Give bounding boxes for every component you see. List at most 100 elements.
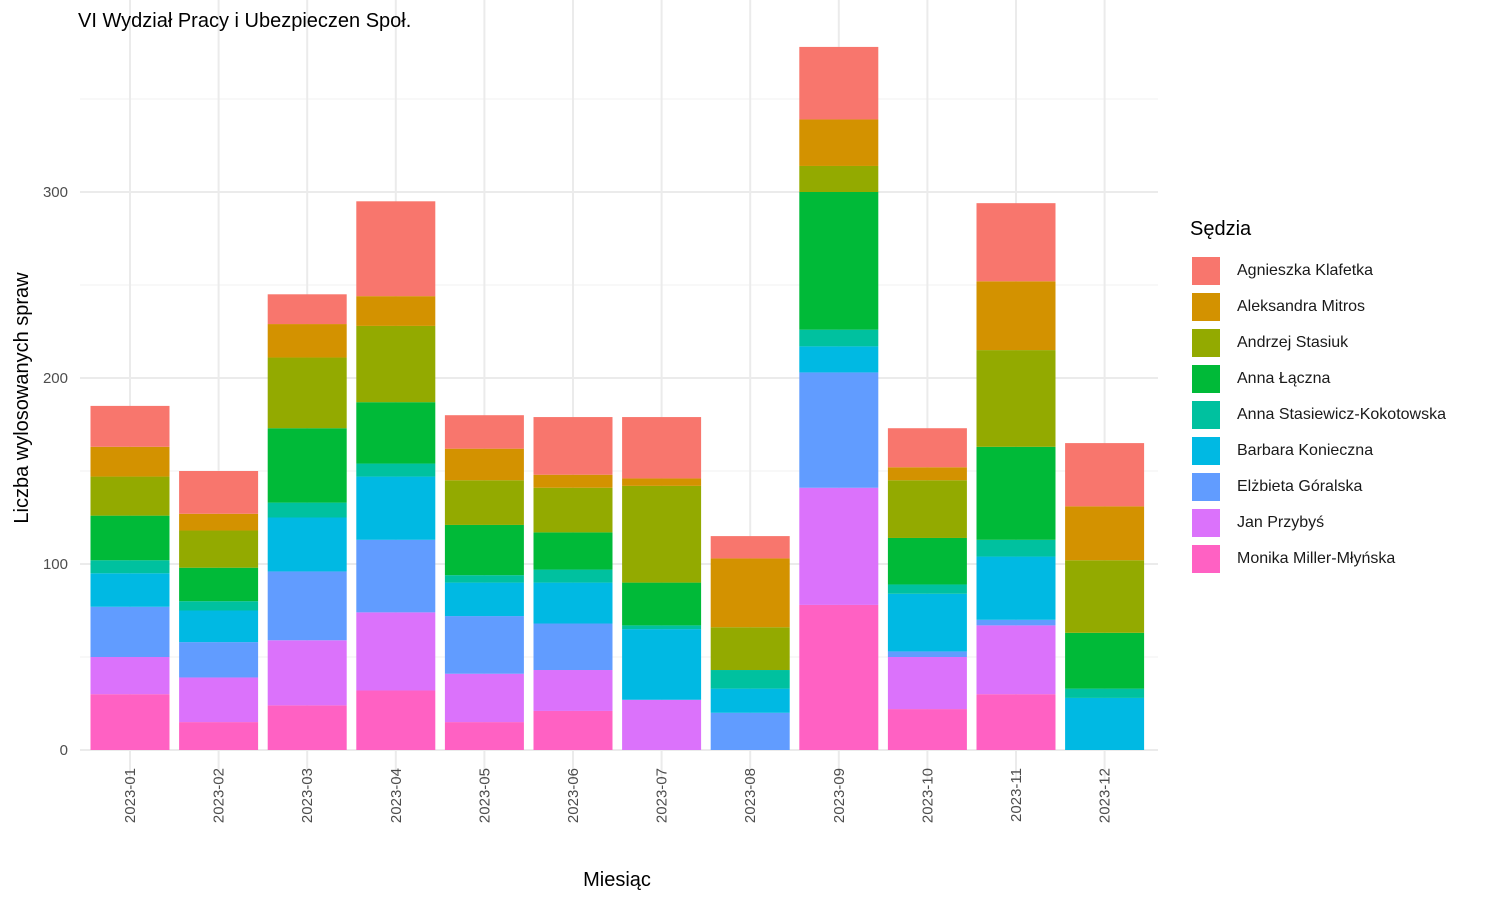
bar-segment xyxy=(533,569,613,583)
bar-segment xyxy=(90,515,170,561)
bar-segment xyxy=(1065,688,1145,698)
bar-segment xyxy=(976,446,1056,540)
bar-segment xyxy=(267,705,347,750)
bar-segment xyxy=(444,582,524,617)
bar-segment xyxy=(90,560,170,574)
bar-segment xyxy=(444,480,524,525)
legend-swatch xyxy=(1190,255,1222,287)
legend-label: Anna Stasiewicz-Kokotowska xyxy=(1237,406,1446,423)
bar-segment xyxy=(267,640,347,706)
x-tick-label: 2023-07 xyxy=(654,768,671,823)
bar-segment xyxy=(444,722,524,750)
bar-segment xyxy=(533,670,613,711)
x-tick-label: 2023-05 xyxy=(476,768,493,823)
bar-segment xyxy=(799,329,879,347)
bar-segment xyxy=(622,485,702,583)
bar-segment xyxy=(887,651,967,657)
bar-segment xyxy=(356,612,436,691)
bar-segment xyxy=(356,463,436,477)
bar-segment xyxy=(1065,506,1145,561)
bar-segment xyxy=(799,119,879,166)
bar-segment xyxy=(179,530,259,568)
bar-segment xyxy=(90,405,170,447)
bar-segment xyxy=(622,699,702,750)
legend-swatch xyxy=(1190,507,1222,539)
y-tick-label: 300 xyxy=(43,184,68,201)
legend-label: Aleksandra Mitros xyxy=(1237,298,1366,315)
legend-swatch xyxy=(1190,543,1222,575)
legend-title: Sędzia xyxy=(1190,218,1252,240)
bar-segment xyxy=(90,573,170,607)
legend-swatch xyxy=(1190,327,1222,359)
legend-item: Elżbieta Góralska xyxy=(1190,469,1446,505)
legend-label: Monika Miller-Młyńska xyxy=(1237,550,1396,567)
bar-segment xyxy=(533,487,613,533)
legend-label: Jan Przybyś xyxy=(1237,514,1325,531)
legend-label: Agnieszka Klafetka xyxy=(1237,262,1374,279)
x-tick-label: 2023-03 xyxy=(299,768,316,823)
chart-title: VI Wydział Pracy i Ubezpieczen Społ. xyxy=(78,10,412,32)
bar-segment xyxy=(533,474,613,488)
bar-segment xyxy=(976,556,1056,620)
bar-segment xyxy=(533,582,613,624)
bar-segment xyxy=(179,677,259,723)
legend-items: Agnieszka Klafetka Aleksandra Mitros Andrz… xyxy=(1190,253,1446,577)
x-tick-label: 2023-02 xyxy=(211,768,228,823)
bar-segment xyxy=(799,604,879,750)
bar-segment xyxy=(799,372,879,488)
bar-segment xyxy=(90,476,170,516)
legend-item: Jan Przybyś xyxy=(1190,505,1446,541)
x-tick-label: 2023-09 xyxy=(831,768,848,823)
legend-label: Anna Łączna xyxy=(1237,370,1331,387)
bar-segment xyxy=(799,192,879,330)
x-tick-label: 2023-08 xyxy=(742,768,759,823)
bar-segment xyxy=(799,346,879,373)
bar-segment xyxy=(622,582,702,626)
bar-segment xyxy=(710,688,790,713)
legend-swatch xyxy=(1190,399,1222,431)
bar-segment xyxy=(533,532,613,570)
bar-segment xyxy=(533,417,613,475)
bar-segment xyxy=(179,471,259,514)
legend-label: Elżbieta Góralska xyxy=(1237,478,1363,495)
bar-segment xyxy=(887,657,967,710)
bar-segment xyxy=(356,476,436,540)
bar-segment xyxy=(356,296,436,326)
bar-segment xyxy=(90,606,170,657)
bar-segment xyxy=(267,571,347,641)
bar-segment xyxy=(976,350,1056,447)
bar-segment xyxy=(444,524,524,576)
bar-segment xyxy=(356,539,436,613)
x-axis-title: Miesiąc xyxy=(583,869,651,891)
legend-label: Andrzej Stasiuk xyxy=(1237,334,1349,351)
bar-segment xyxy=(710,558,790,628)
bar-segment xyxy=(444,616,524,674)
bar-segment xyxy=(444,673,524,723)
bar-segment xyxy=(179,610,259,643)
bar-segment xyxy=(444,448,524,481)
bar-segment xyxy=(887,480,967,538)
y-axis-title: Liczba wylosowanych spraw xyxy=(11,272,33,524)
bar-segment xyxy=(887,537,967,585)
bar-segment xyxy=(799,487,879,605)
bar-segment xyxy=(887,593,967,652)
bar-segment xyxy=(887,428,967,468)
bar-segment xyxy=(976,281,1056,351)
bar-segment xyxy=(1065,560,1145,633)
bar-segment xyxy=(267,324,347,358)
bar-segment xyxy=(710,627,790,671)
bar-segment xyxy=(267,357,347,429)
bar-segment xyxy=(887,709,967,750)
legend-item: Andrzej Stasiuk xyxy=(1190,325,1446,361)
bar-segment xyxy=(622,478,702,486)
bar-segment xyxy=(444,575,524,583)
legend-label: Barbara Konieczna xyxy=(1237,442,1374,459)
x-tick-label: 2023-01 xyxy=(122,768,139,823)
bar-segment xyxy=(1065,443,1145,507)
bar-segment xyxy=(622,417,702,479)
bar-segment xyxy=(444,415,524,449)
bar-segment xyxy=(533,710,613,750)
legend-swatch xyxy=(1190,363,1222,395)
bar-segment xyxy=(356,201,436,297)
